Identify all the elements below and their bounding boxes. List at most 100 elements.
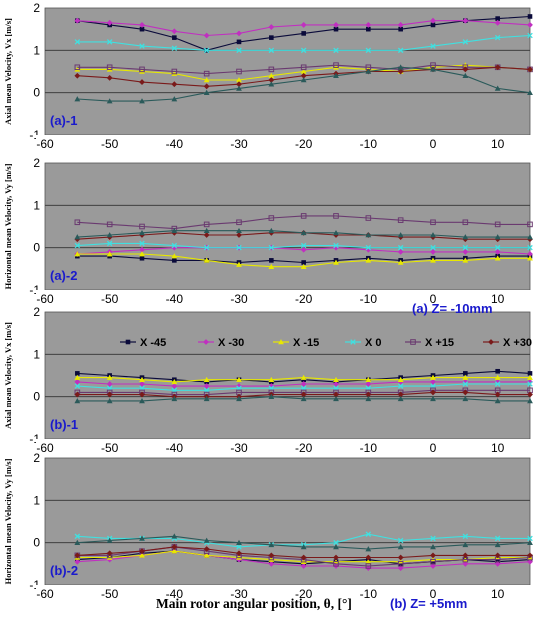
data-point: [365, 531, 372, 537]
legend-label: X -45: [140, 337, 166, 349]
data-point: [527, 251, 533, 257]
x-tick-label: 0: [430, 292, 437, 306]
x-tick-label: -40: [166, 587, 184, 601]
x-tick-label: -20: [295, 587, 313, 601]
data-point: [333, 26, 339, 32]
data-point: [203, 383, 210, 389]
data-point: [171, 544, 178, 550]
data-point: [397, 391, 404, 398]
data-point: [494, 391, 501, 398]
data-point: [494, 244, 501, 251]
data-point: [236, 219, 242, 226]
data-point: [74, 383, 81, 389]
x-tick-label: -10: [360, 292, 378, 306]
data-point: [494, 19, 501, 26]
data-point: [203, 227, 210, 234]
data-point: [430, 232, 436, 238]
data-point: [236, 544, 242, 550]
data-point: [268, 24, 275, 30]
data-point: [203, 546, 210, 552]
data-point: [301, 260, 306, 265]
data-point: [463, 371, 468, 376]
y-axis-label: Horizontal mean Velocity, Vy [m/s]: [3, 458, 13, 584]
data-point: [462, 381, 469, 387]
legend-item: X -15: [273, 337, 319, 349]
plot-area: [44, 162, 531, 291]
data-point: [236, 47, 242, 54]
legend-label: X +30: [503, 337, 532, 349]
data-point: [236, 539, 242, 545]
data-point: [236, 227, 242, 234]
data-point: [397, 47, 404, 54]
data-point: [203, 257, 210, 263]
data-point: [397, 232, 404, 238]
series-Xp30: [74, 544, 533, 561]
y-tick-label: 1: [33, 43, 40, 57]
y-tick-label: 2: [33, 156, 40, 170]
data-point: [430, 257, 436, 263]
data-point: [430, 378, 436, 385]
data-point: [106, 398, 113, 404]
data-point: [462, 389, 469, 396]
series-line: [77, 215, 530, 230]
data-point: [268, 81, 275, 87]
data-point: [333, 22, 339, 28]
data-point: [268, 244, 275, 251]
data-point: [269, 35, 274, 40]
data-point: [74, 552, 81, 559]
data-point: [171, 227, 178, 234]
legend-marker: [278, 339, 284, 345]
data-point: [397, 217, 404, 223]
data-point: [333, 242, 339, 249]
data-point: [300, 395, 307, 402]
x-tick-strip: [36, 439, 550, 456]
data-point: [74, 398, 81, 404]
series-line: [77, 64, 531, 75]
data-point: [172, 258, 177, 263]
data-point: [365, 546, 372, 552]
data-point: [236, 30, 242, 37]
data-point: [74, 234, 81, 240]
data-point: [106, 74, 113, 81]
data-point: [430, 22, 436, 28]
data-point: [268, 66, 275, 73]
data-point: [462, 395, 469, 402]
data-point: [397, 554, 404, 561]
data-point: [333, 554, 339, 561]
data-point: [333, 229, 339, 236]
data-point: [365, 244, 372, 251]
data-point: [462, 234, 469, 240]
legend-label: X 0: [365, 337, 382, 349]
legend-label: X -30: [218, 337, 244, 349]
data-point: [171, 548, 178, 554]
data-point: [268, 47, 275, 54]
data-point: [203, 83, 210, 90]
data-point: [300, 213, 307, 219]
x-tick-label: -50: [101, 137, 119, 151]
data-point: [300, 22, 307, 28]
y-axis-label: Horizontal mean Velocity, Vy [m/s]: [3, 163, 13, 289]
data-point: [172, 35, 177, 40]
data-point: [397, 561, 404, 567]
data-point: [106, 537, 113, 543]
data-point: [397, 395, 404, 402]
x-tick-label: -10: [360, 587, 378, 601]
data-point: [527, 244, 533, 251]
data-point: [397, 259, 404, 265]
data-point: [333, 259, 339, 265]
x-tick-label: -60: [36, 292, 54, 306]
data-point: [365, 22, 372, 28]
data-point: [268, 72, 275, 79]
data-point: [139, 376, 145, 383]
data-point: [333, 539, 339, 546]
data-point: [430, 395, 436, 402]
plot-area: [44, 311, 531, 440]
x-tick-strip: [36, 290, 550, 307]
data-point: [430, 558, 436, 565]
data-point: [74, 242, 81, 249]
data-point: [203, 221, 210, 228]
data-point: [139, 398, 145, 404]
data-point: [430, 544, 436, 550]
x-tick-strip: [36, 135, 550, 152]
